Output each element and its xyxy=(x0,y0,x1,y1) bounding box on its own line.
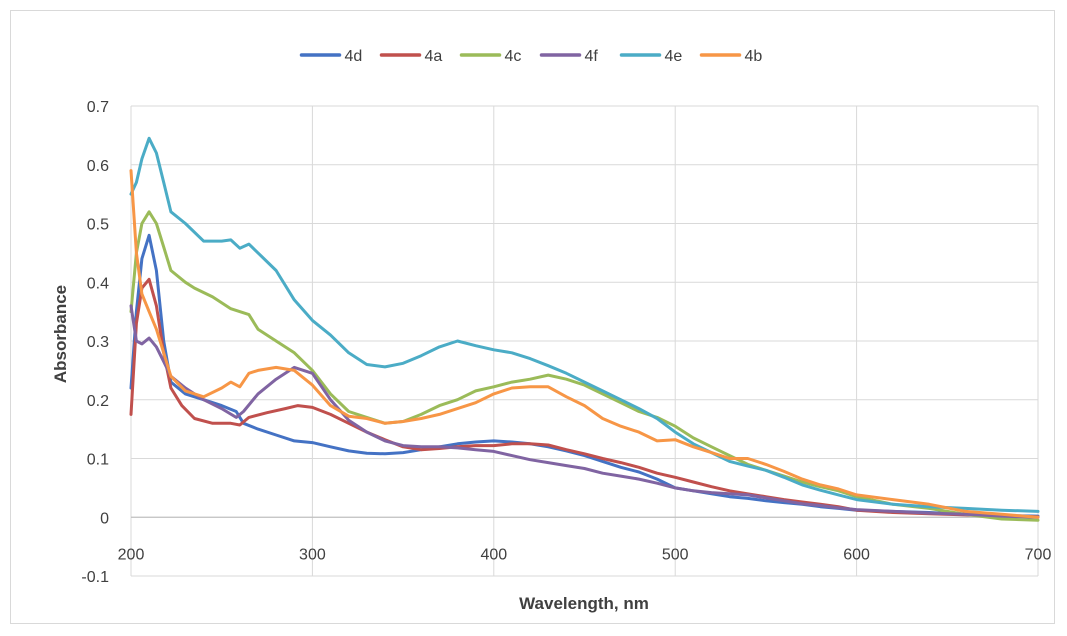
x-tick-label: 500 xyxy=(662,546,689,563)
x-tick-label: 200 xyxy=(118,546,145,563)
x-tick-label: 400 xyxy=(480,546,507,563)
x-tick-label: 300 xyxy=(299,546,326,563)
legend-label-4c: 4c xyxy=(505,48,522,65)
y-tick-label: 0 xyxy=(100,510,109,527)
series-line-4d xyxy=(129,233,1040,518)
legend: 4d 4a 4c 4f 4e 4b xyxy=(299,48,763,65)
y-tick-label: -0.1 xyxy=(81,569,109,586)
series-line-4c xyxy=(129,210,1040,522)
series-line-4a xyxy=(129,277,1040,519)
series-lines xyxy=(129,136,1040,522)
legend-label-4e: 4e xyxy=(665,48,683,65)
y-tick-label: 0.6 xyxy=(87,158,109,175)
chart-frame xyxy=(10,10,1055,624)
y-axis-title: Absorbance xyxy=(51,285,70,383)
x-tick-label: 700 xyxy=(1025,546,1052,563)
y-tick-label: 0.3 xyxy=(87,334,109,351)
legend-label-4b: 4b xyxy=(745,48,763,65)
tick-labels: -0.1 0 0.1 0.2 0.3 0.4 0.5 0.6 0.7 200 300 400 500 60… xyxy=(81,99,1051,586)
y-tick-label: 0.7 xyxy=(87,99,109,116)
series-line-4f xyxy=(129,304,1040,519)
legend-label-4f: 4f xyxy=(585,48,599,65)
legend-label-4a: 4a xyxy=(425,48,443,65)
x-tick-label: 600 xyxy=(843,546,870,563)
y-tick-label: 0.4 xyxy=(87,275,109,292)
y-tick-label: 0.2 xyxy=(87,393,109,410)
y-tick-label: 0.1 xyxy=(87,452,109,469)
series-line-4e xyxy=(129,136,1040,513)
x-axis-title: Wavelength, nm xyxy=(519,594,649,613)
legend-label-4d: 4d xyxy=(345,48,363,65)
y-tick-label: 0.5 xyxy=(87,217,109,234)
series-line-4b xyxy=(129,169,1040,519)
